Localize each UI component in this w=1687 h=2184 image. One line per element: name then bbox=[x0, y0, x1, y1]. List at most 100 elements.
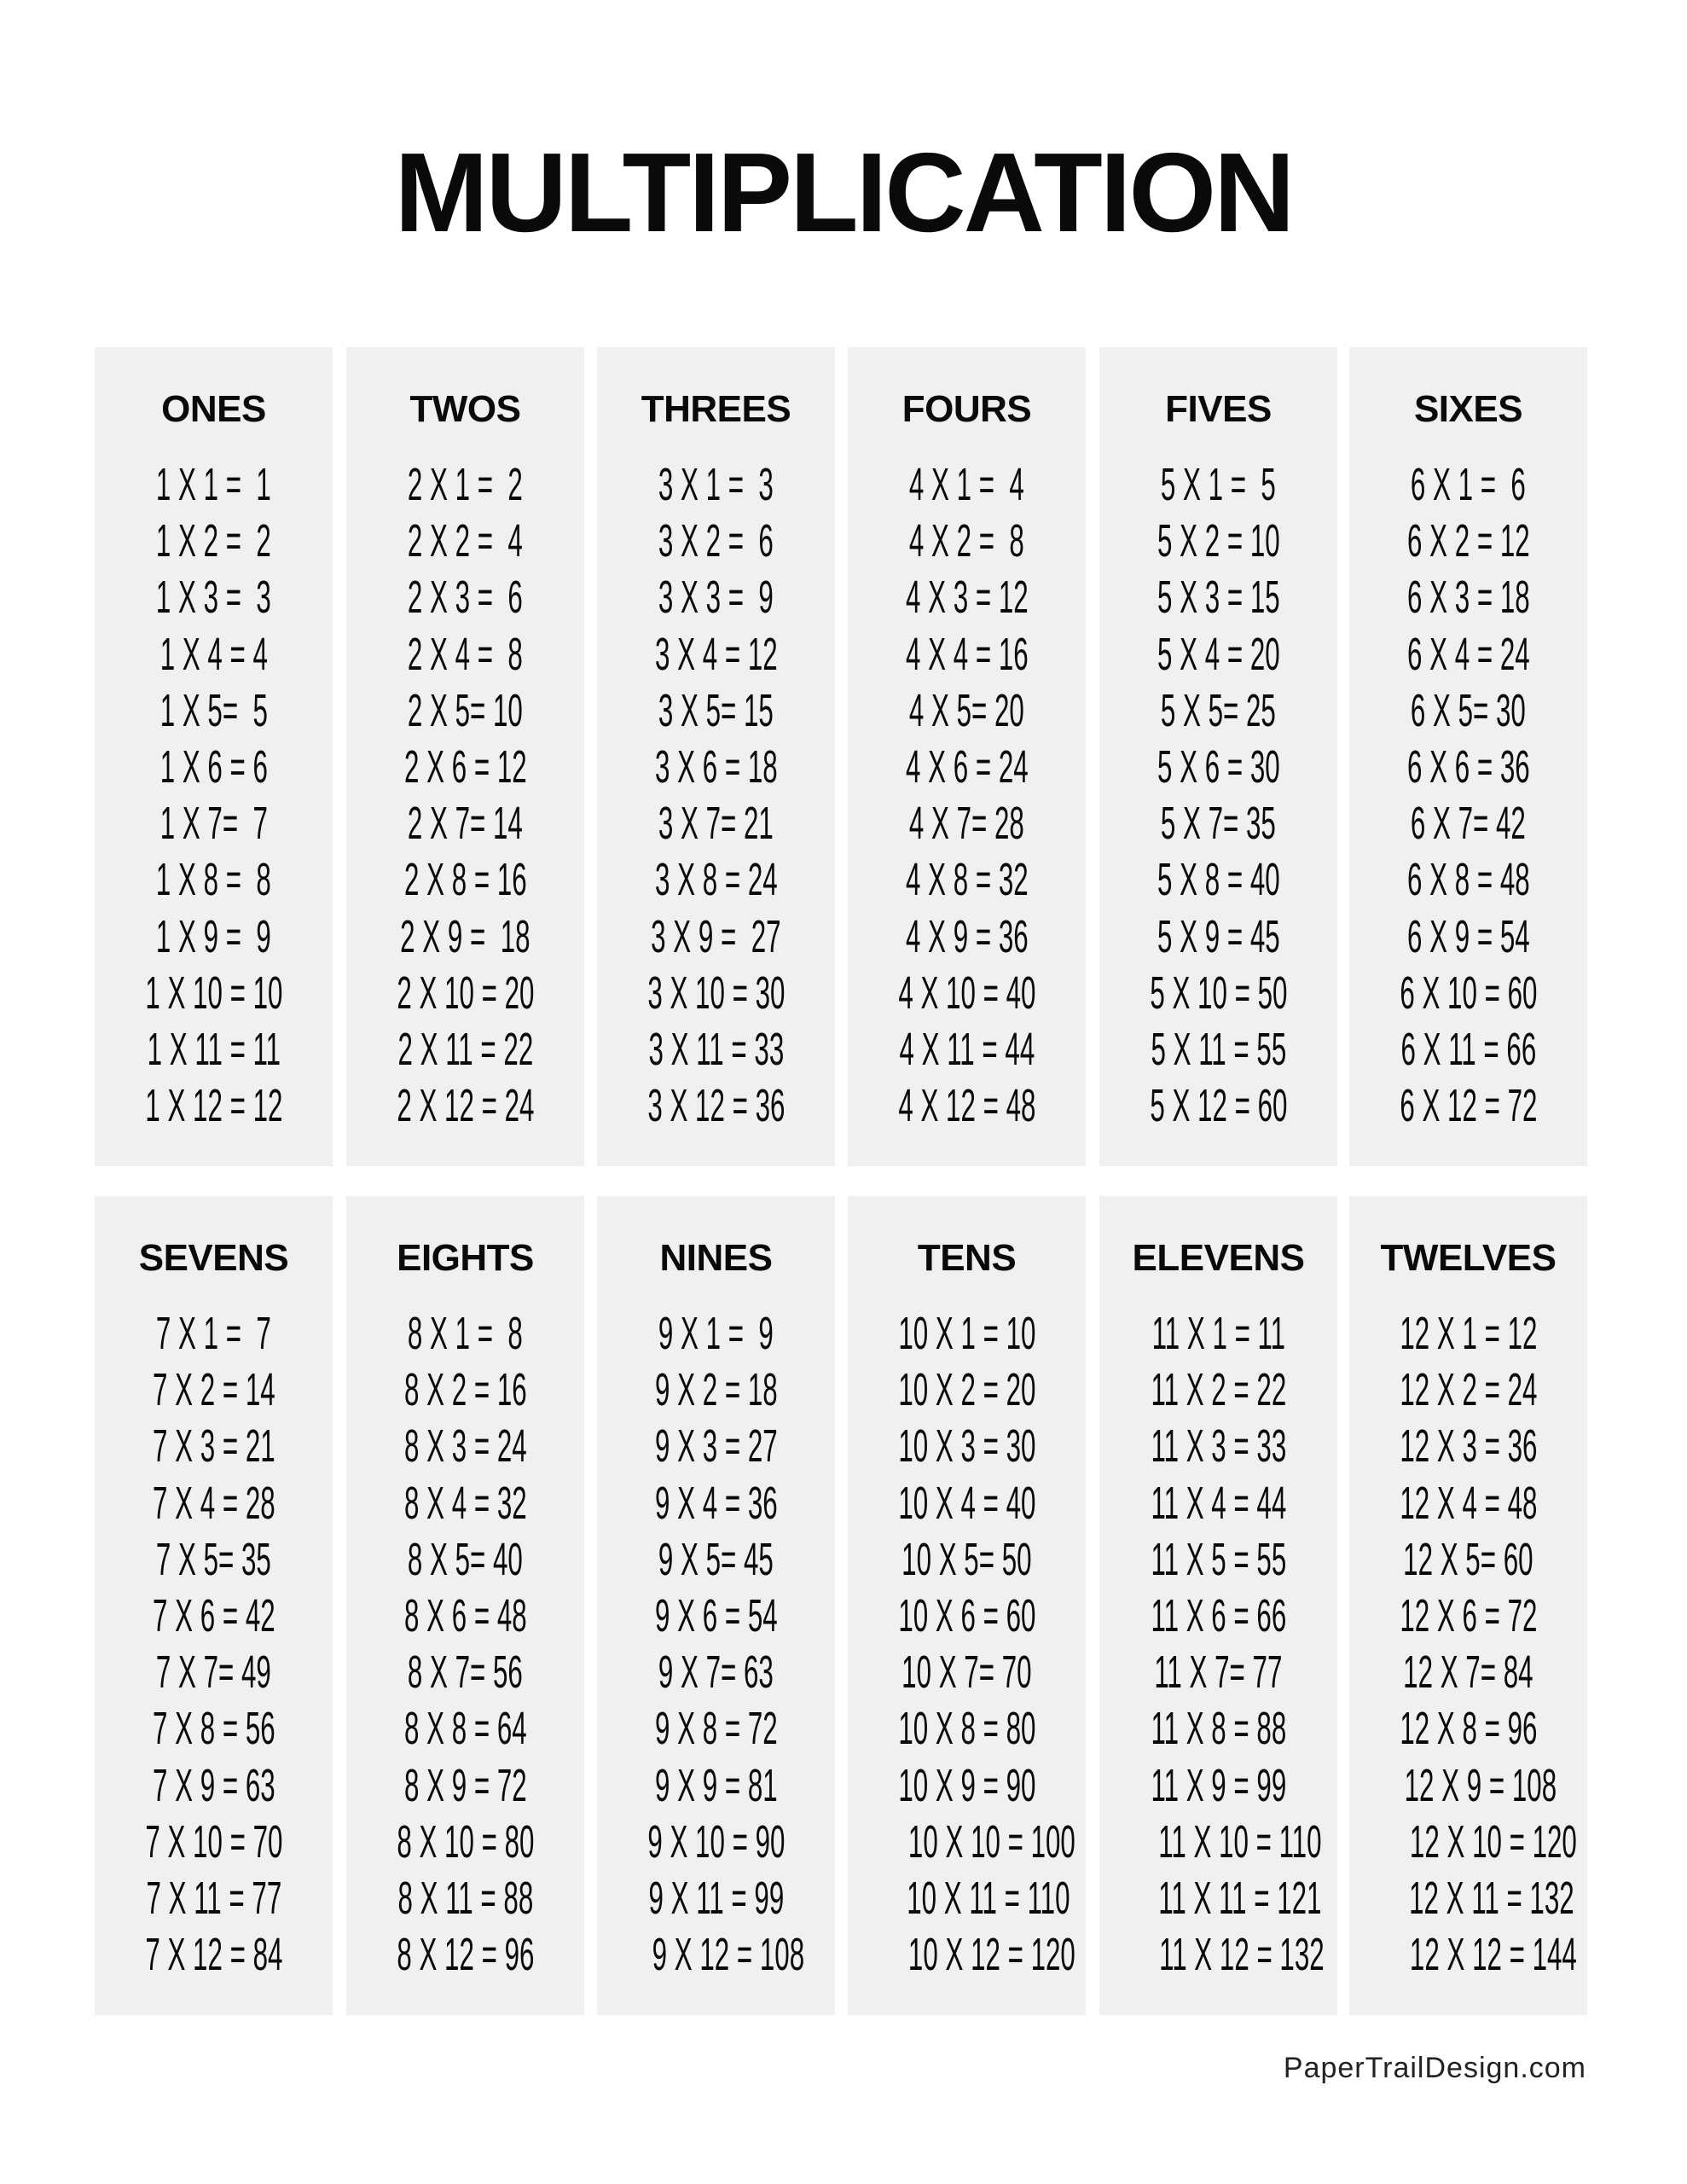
equation-text: 3 X 6 = 18 bbox=[654, 741, 778, 793]
equation-text: 11 X 8 = 88 bbox=[1151, 1703, 1286, 1755]
equation-text: 3 X 12 = 36 bbox=[646, 1080, 786, 1132]
table-panel-tens: TENS 10 X 1 = 10 10 X 2 = 20 10 X 3 = 30 10 … bbox=[848, 1196, 1086, 2015]
equation-text: 10 X 4 = 40 bbox=[897, 1477, 1036, 1529]
equation-text: 3 X 11 = 33 bbox=[648, 1023, 784, 1075]
equation-row: 7 X 4 = 28 bbox=[95, 1475, 333, 1531]
equation-row: 4 X 10 = 40 bbox=[848, 965, 1086, 1021]
equation-text: 2 X 4 = 8 bbox=[408, 628, 523, 680]
equation-text: 10 X 12 = 120 bbox=[907, 1929, 1075, 1981]
equation-row: 9 X 8 = 72 bbox=[597, 1700, 835, 1757]
equation-row: 8 X 4 = 32 bbox=[346, 1475, 584, 1531]
equation-row: 10 X 12 = 120 bbox=[848, 1926, 1086, 1983]
equation-text: 5 X 2 = 10 bbox=[1157, 515, 1280, 567]
equation-row: 12 X 2 = 24 bbox=[1349, 1362, 1587, 1418]
equation-row: 12 X 3 = 36 bbox=[1349, 1418, 1587, 1474]
equation-text: 8 X 7= 56 bbox=[408, 1647, 523, 1699]
equation-text: 4 X 11 = 44 bbox=[899, 1023, 1035, 1075]
equation-row: 2 X 12 = 24 bbox=[346, 1077, 584, 1134]
equation-text: 9 X 4 = 36 bbox=[654, 1477, 778, 1529]
equation-text: 11 X 10 = 110 bbox=[1158, 1815, 1322, 1867]
equation-text: 3 X 1 = 3 bbox=[658, 459, 774, 510]
equation-text: 10 X 2 = 20 bbox=[897, 1364, 1036, 1416]
equation-list: 11 X 1 = 11 11 X 2 = 22 11 X 3 = 33 11 X 4 … bbox=[1099, 1305, 1337, 1983]
equation-text: 1 X 12 = 12 bbox=[144, 1080, 283, 1132]
equation-row: 11 X 8 = 88 bbox=[1099, 1700, 1337, 1757]
equation-text: 8 X 3 = 24 bbox=[403, 1420, 527, 1472]
equation-row: 6 X 7= 42 bbox=[1349, 795, 1587, 851]
equation-row: 11 X 11 = 121 bbox=[1099, 1870, 1337, 1926]
equation-row: 6 X 6 = 36 bbox=[1349, 739, 1587, 795]
equation-text: 6 X 2 = 12 bbox=[1406, 515, 1530, 567]
table-heading: SEVENS bbox=[138, 1237, 289, 1279]
equation-row: 7 X 5= 35 bbox=[95, 1531, 333, 1588]
equation-row: 11 X 12 = 132 bbox=[1099, 1926, 1337, 1983]
equation-text: 11 X 9 = 99 bbox=[1151, 1759, 1286, 1811]
equation-text: 12 X 11 = 132 bbox=[1409, 1872, 1574, 1924]
equation-text: 4 X 9 = 36 bbox=[905, 910, 1029, 962]
equation-row: 12 X 8 = 96 bbox=[1349, 1700, 1587, 1757]
equation-text: 7 X 2 = 14 bbox=[152, 1364, 275, 1416]
equation-row: 4 X 7= 28 bbox=[848, 795, 1086, 851]
equation-row: 9 X 6 = 54 bbox=[597, 1588, 835, 1644]
equation-row: 8 X 6 = 48 bbox=[346, 1588, 584, 1644]
equation-text: 2 X 10 = 20 bbox=[396, 967, 535, 1019]
equation-row: 3 X 2 = 6 bbox=[597, 513, 835, 569]
equation-text: 6 X 3 = 18 bbox=[1406, 572, 1530, 624]
equation-row: 6 X 9 = 54 bbox=[1349, 909, 1587, 965]
equation-text: 3 X 7= 21 bbox=[658, 798, 774, 850]
equation-text: 6 X 7= 42 bbox=[1411, 798, 1526, 850]
equation-text: 11 X 2 = 22 bbox=[1151, 1364, 1286, 1416]
equation-row: 3 X 12 = 36 bbox=[597, 1077, 835, 1134]
equation-text: 1 X 7= 7 bbox=[159, 798, 268, 850]
equation-row: 6 X 10 = 60 bbox=[1349, 965, 1587, 1021]
equation-row: 2 X 5= 10 bbox=[346, 682, 584, 739]
equation-text: 11 X 6 = 66 bbox=[1151, 1589, 1286, 1641]
equation-text: 12 X 2 = 24 bbox=[1399, 1364, 1538, 1416]
equation-text: 8 X 1 = 8 bbox=[408, 1308, 523, 1359]
equation-row: 12 X 12 = 144 bbox=[1349, 1926, 1587, 1983]
equation-row: 3 X 11 = 33 bbox=[597, 1021, 835, 1077]
equation-row: 12 X 10 = 120 bbox=[1349, 1814, 1587, 1870]
equation-row: 1 X 11 = 11 bbox=[95, 1021, 333, 1077]
equation-row: 8 X 1 = 8 bbox=[346, 1305, 584, 1362]
equation-text: 12 X 8 = 96 bbox=[1399, 1703, 1538, 1755]
equation-text: 8 X 2 = 16 bbox=[403, 1364, 527, 1416]
equation-row: 8 X 11 = 88 bbox=[346, 1870, 584, 1926]
equation-row: 2 X 11 = 22 bbox=[346, 1021, 584, 1077]
equation-row: 5 X 3 = 15 bbox=[1099, 569, 1337, 625]
equation-text: 7 X 12 = 84 bbox=[144, 1929, 283, 1981]
equation-text: 2 X 7= 14 bbox=[408, 798, 523, 850]
table-heading: EIGHTS bbox=[397, 1237, 534, 1279]
equation-row: 12 X 6 = 72 bbox=[1349, 1588, 1587, 1644]
equation-row: 1 X 8 = 8 bbox=[95, 851, 333, 908]
equation-text: 10 X 11 = 110 bbox=[907, 1872, 1070, 1924]
equation-row: 6 X 2 = 12 bbox=[1349, 513, 1587, 569]
equation-row: 9 X 10 = 90 bbox=[597, 1814, 835, 1870]
equation-text: 3 X 8 = 24 bbox=[654, 854, 778, 906]
table-heading: TWELVES bbox=[1380, 1237, 1557, 1279]
equation-row: 10 X 11 = 110 bbox=[848, 1870, 1086, 1926]
equation-row: 11 X 7= 77 bbox=[1099, 1644, 1337, 1700]
equation-row: 9 X 1 = 9 bbox=[597, 1305, 835, 1362]
equation-text: 4 X 6 = 24 bbox=[905, 741, 1029, 793]
equation-row: 9 X 3 = 27 bbox=[597, 1418, 835, 1474]
equation-text: 3 X 5= 15 bbox=[658, 684, 774, 736]
equation-text: 9 X 5= 45 bbox=[658, 1533, 774, 1585]
equation-text: 4 X 5= 20 bbox=[909, 684, 1024, 736]
equation-row: 5 X 9 = 45 bbox=[1099, 909, 1337, 965]
equation-text: 10 X 7= 70 bbox=[901, 1647, 1032, 1699]
equation-text: 3 X 2 = 6 bbox=[658, 515, 774, 567]
equation-row: 2 X 2 = 4 bbox=[346, 513, 584, 569]
equation-text: 3 X 3 = 9 bbox=[658, 572, 774, 624]
equation-row: 10 X 7= 70 bbox=[848, 1644, 1086, 1700]
equation-text: 1 X 1 = 1 bbox=[156, 459, 271, 510]
